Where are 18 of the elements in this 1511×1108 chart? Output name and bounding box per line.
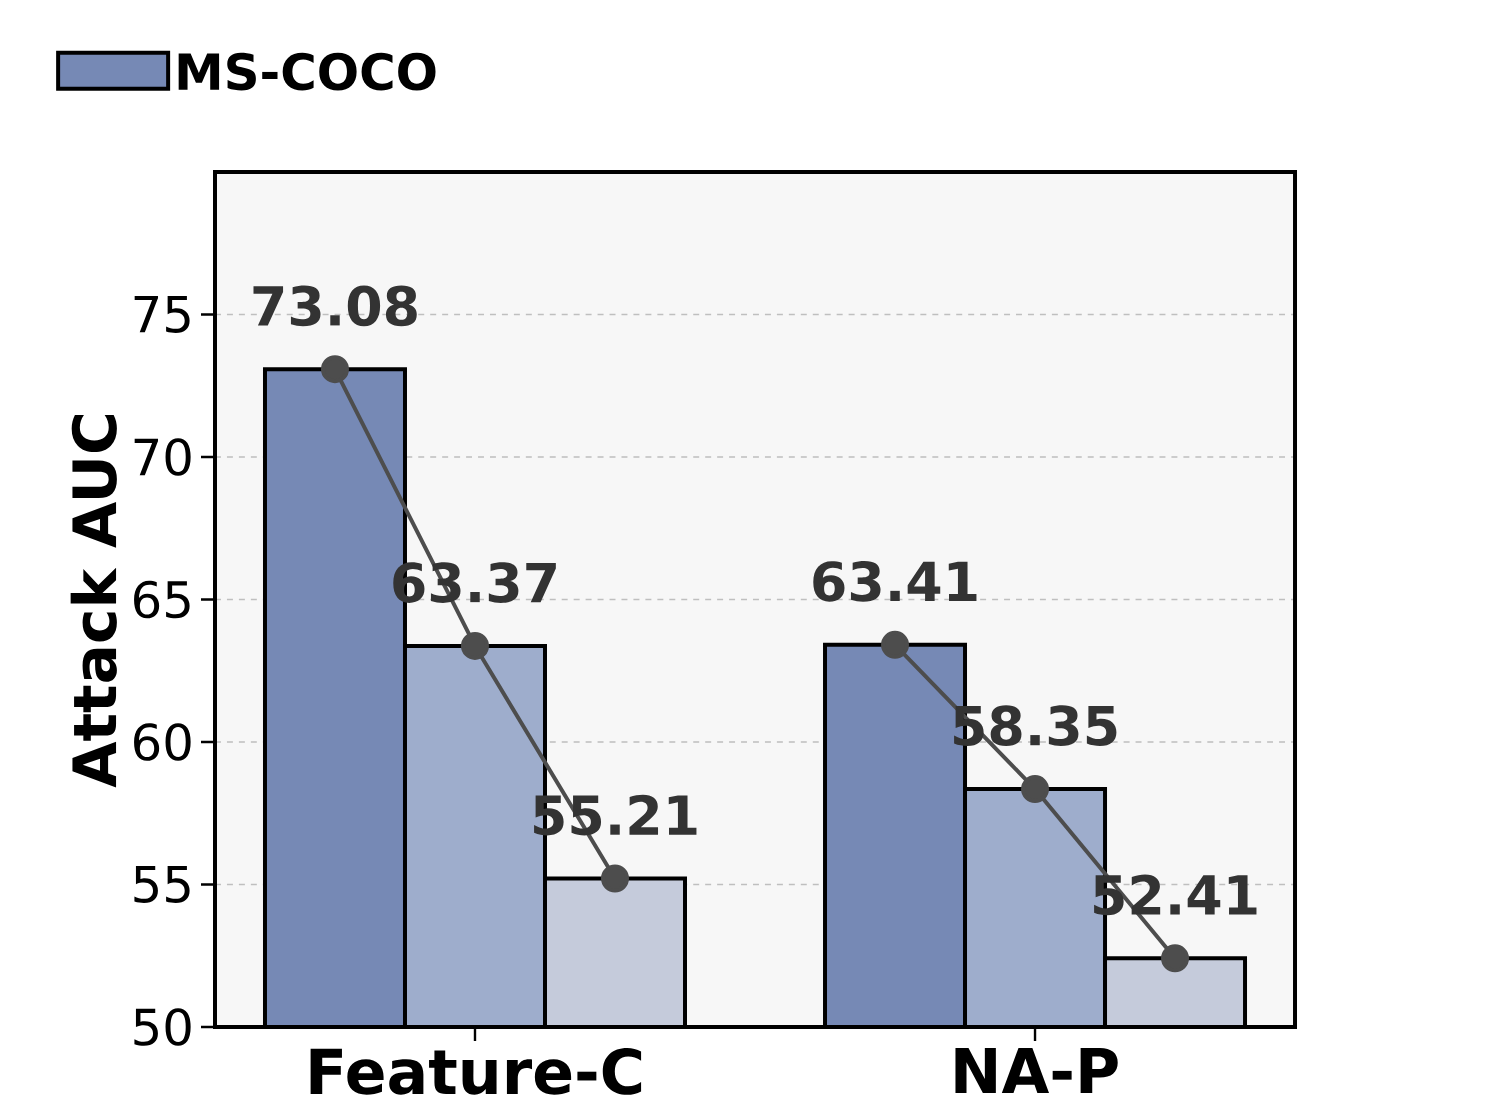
point bbox=[1161, 944, 1190, 973]
legend-label: MS-COCO bbox=[178, 52, 436, 91]
y-tick-label: 50 bbox=[134, 1008, 191, 1046]
y-tick-label: 60 bbox=[134, 723, 191, 761]
y-tick-label: 75 bbox=[134, 295, 190, 334]
y-tick-label: 70 bbox=[134, 438, 191, 476]
point bbox=[1021, 775, 1050, 804]
y-tick-label: 55 bbox=[134, 865, 190, 904]
point bbox=[881, 630, 910, 659]
point bbox=[320, 355, 349, 384]
point bbox=[460, 631, 489, 660]
y-tick-label: 65 bbox=[134, 580, 190, 619]
data-label: 63.41 bbox=[813, 561, 977, 602]
x-tick-label: Feature-C bbox=[310, 1048, 642, 1095]
y-axis-title: Attack AUC bbox=[70, 414, 117, 788]
x-tick-label: NA-P bbox=[955, 1048, 1118, 1094]
data-label: 73.08 bbox=[253, 285, 417, 327]
point bbox=[601, 864, 629, 893]
